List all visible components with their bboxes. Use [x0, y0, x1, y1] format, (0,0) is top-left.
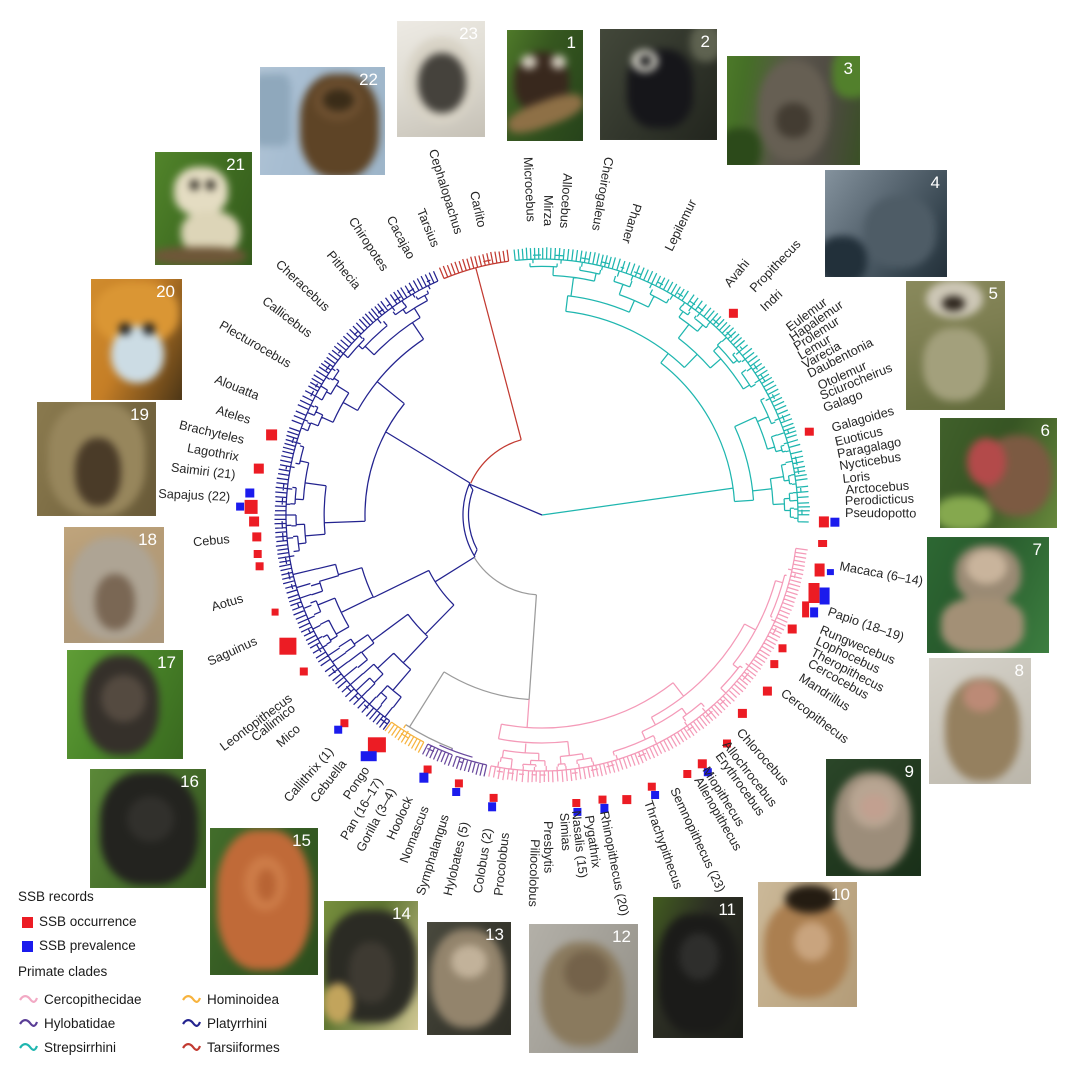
- svg-text:Plecturocebus: Plecturocebus: [217, 318, 294, 370]
- svg-text:Cacajao: Cacajao: [384, 214, 418, 262]
- svg-text:Arctocebus: Arctocebus: [845, 479, 909, 497]
- svg-text:Saguinus: Saguinus: [205, 634, 259, 669]
- svg-text:Propithecus: Propithecus: [747, 237, 803, 295]
- svg-text:Presbytis: Presbytis: [541, 821, 555, 873]
- svg-text:Chiropotes: Chiropotes: [346, 215, 391, 274]
- svg-text:Lepilemur: Lepilemur: [662, 196, 700, 253]
- svg-text:Colobus (2): Colobus (2): [471, 827, 495, 894]
- svg-text:Macaca (6–14): Macaca (6–14): [838, 559, 924, 588]
- svg-text:Pithecia: Pithecia: [324, 248, 364, 292]
- svg-text:Simias: Simias: [557, 812, 573, 851]
- svg-text:Cheirogaleus: Cheirogaleus: [589, 156, 616, 232]
- svg-text:Alouatta: Alouatta: [213, 372, 262, 403]
- svg-text:Allocebus: Allocebus: [557, 173, 574, 229]
- svg-text:Indri: Indri: [758, 287, 786, 314]
- svg-text:Procolobus: Procolobus: [492, 832, 512, 897]
- svg-text:Saimiri (21): Saimiri (21): [170, 461, 236, 482]
- svg-text:Sapajus (22): Sapajus (22): [158, 487, 230, 504]
- svg-text:Microcebus: Microcebus: [521, 157, 538, 223]
- svg-text:Cebus: Cebus: [192, 532, 230, 549]
- svg-text:Phaner: Phaner: [619, 202, 644, 246]
- svg-text:Aotus: Aotus: [210, 591, 245, 614]
- svg-text:Carlito: Carlito: [467, 190, 489, 229]
- svg-text:Pseudopotto: Pseudopotto: [845, 506, 916, 520]
- svg-text:Piliocolobus: Piliocolobus: [526, 839, 542, 907]
- svg-text:Nasalis (15): Nasalis (15): [569, 810, 590, 879]
- svg-text:Tarsius: Tarsius: [414, 207, 442, 249]
- svg-text:Callicebus: Callicebus: [260, 294, 315, 340]
- svg-text:Loris: Loris: [842, 469, 871, 486]
- svg-text:Ateles: Ateles: [214, 403, 252, 427]
- svg-text:Mirza: Mirza: [541, 195, 555, 227]
- svg-text:Perodicticus: Perodicticus: [845, 492, 915, 508]
